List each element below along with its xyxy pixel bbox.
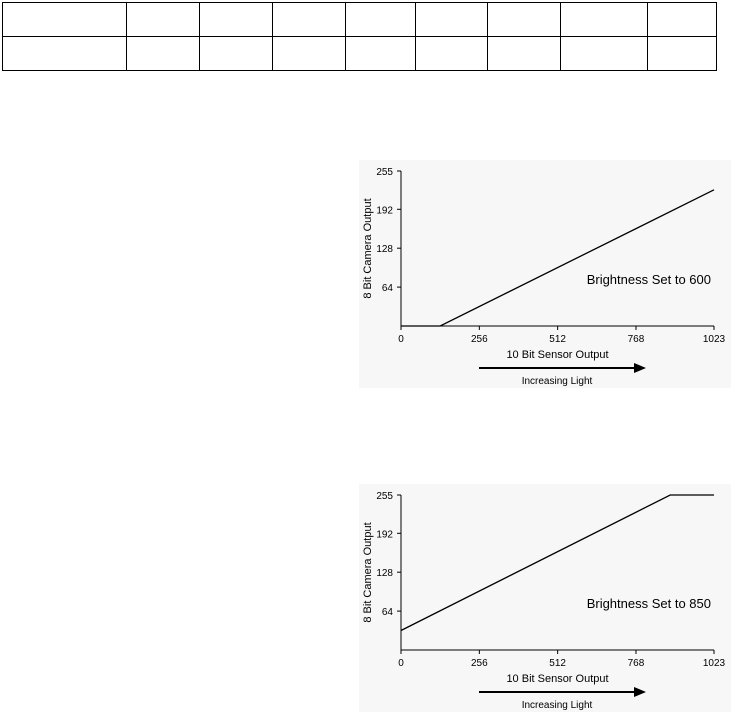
y-tick-label: 255 <box>376 491 393 502</box>
brightness-850-chart: 64 128 192 255 0 256 512 768 1023 10 Bit Sensor O… <box>359 484 731 712</box>
table-cell <box>199 36 273 71</box>
brightness-annotation: Brightness Set to 600 <box>587 272 711 287</box>
table-cell <box>345 2 416 37</box>
chart-svg: 64 128 192 255 0 256 512 768 1023 10 Bit Sensor O… <box>362 491 726 711</box>
arrow-head-icon <box>634 363 646 373</box>
x-axis-label: 10 Bit Sensor Output <box>506 673 608 685</box>
table-cell <box>647 2 717 37</box>
table-cell <box>487 2 561 37</box>
header-table <box>2 2 717 71</box>
chart-svg: 64 128 192 255 0 256 512 768 1023 10 Bit Sensor O… <box>362 167 726 387</box>
table-cell <box>487 36 561 71</box>
x-tick-label: 768 <box>628 658 645 669</box>
y-tick-label: 128 <box>376 568 393 579</box>
table-cell <box>126 36 200 71</box>
x-tick-label: 256 <box>471 658 488 669</box>
x-tick-label: 1023 <box>703 334 726 345</box>
brightness-600-chart: 64 128 192 255 0 256 512 768 1023 10 Bit Sensor O… <box>359 160 731 388</box>
table-cell <box>560 36 648 71</box>
y-axis-label: 8 Bit Camera Output <box>362 522 374 622</box>
x-tick-label: 0 <box>398 658 404 669</box>
response-curve <box>400 494 714 632</box>
y-tick-label: 128 <box>376 244 393 255</box>
table-cell <box>345 36 416 71</box>
arrow-head-icon <box>634 687 646 697</box>
table-cell <box>2 2 127 37</box>
table-cell <box>272 36 346 71</box>
table-cell <box>126 2 200 37</box>
x-axis-label: 10 Bit Sensor Output <box>506 349 608 361</box>
y-tick-label: 192 <box>376 529 393 540</box>
y-tick-label: 64 <box>382 283 394 294</box>
x-tick-label: 512 <box>549 658 566 669</box>
light-arrow-label: Increasing Light <box>522 376 593 387</box>
x-tick-label: 768 <box>628 334 645 345</box>
table-row <box>2 36 717 71</box>
table-cell <box>272 2 346 37</box>
table-cell <box>415 2 488 37</box>
y-tick-label: 192 <box>376 205 393 216</box>
x-tick-label: 1023 <box>703 658 726 669</box>
table-cell <box>2 36 127 71</box>
y-tick-label: 255 <box>376 167 393 178</box>
table-cell <box>415 36 488 71</box>
x-tick-label: 0 <box>398 334 404 345</box>
x-tick-label: 512 <box>549 334 566 345</box>
x-tick-label: 256 <box>471 334 488 345</box>
light-arrow-label: Increasing Light <box>522 700 593 711</box>
table-cell <box>199 2 273 37</box>
table-cell <box>647 36 717 71</box>
y-tick-label: 64 <box>382 607 394 618</box>
y-axis-label: 8 Bit Camera Output <box>362 198 374 298</box>
table-cell <box>560 2 648 37</box>
brightness-annotation: Brightness Set to 850 <box>587 596 711 611</box>
table-row <box>2 2 717 37</box>
response-curve <box>401 189 715 327</box>
